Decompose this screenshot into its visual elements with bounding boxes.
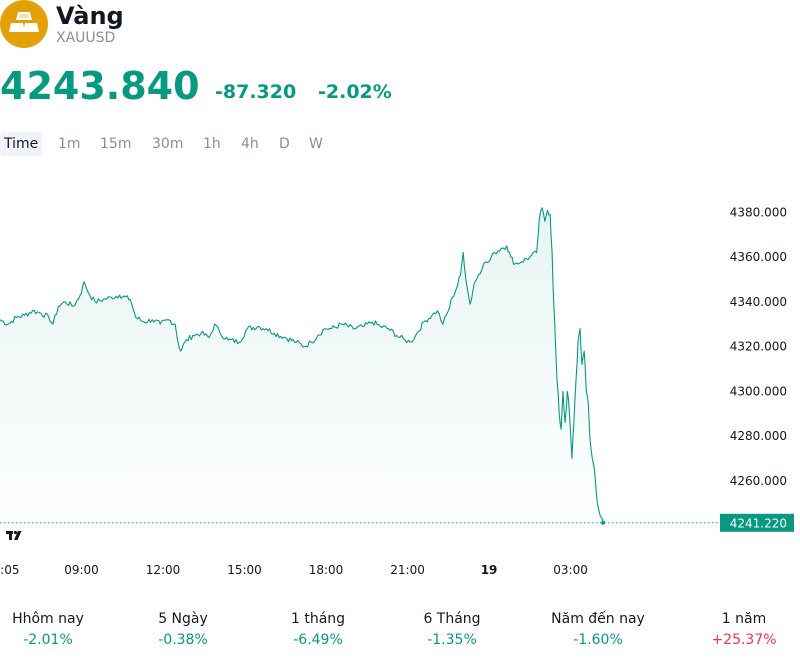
perf-label: 1 tháng — [290, 611, 346, 627]
x-tick-label: 21:00 — [390, 563, 425, 577]
symbol-header: Vàng XAUUSD — [0, 0, 800, 60]
perf-5-days[interactable]: 5 Ngày -0.38% — [118, 608, 248, 650]
interval-tab-15m[interactable]: 15m — [100, 136, 132, 152]
price-line — [0, 207, 604, 523]
y-tick-label: 4380.000 — [730, 205, 787, 219]
perf-value: -0.38% — [158, 632, 208, 648]
performance-bar: Hhôm nay -2.01% 5 Ngày -0.38% 1 tháng -6… — [0, 608, 800, 658]
instrument-title: Vàng — [56, 2, 124, 30]
perf-today[interactable]: Hhôm nay -2.01% — [0, 608, 113, 650]
perf-label: 1 năm — [721, 611, 767, 627]
x-tick-label: 06:05 — [0, 563, 19, 577]
x-tick-label: 12:00 — [146, 563, 181, 577]
perf-1-year[interactable]: 1 năm +25.37% — [679, 608, 800, 650]
x-tick-label: 09:00 — [64, 563, 99, 577]
interval-tab-1m[interactable]: 1m — [58, 136, 81, 152]
perf-label: 5 Ngày — [158, 611, 208, 627]
gold-bars-icon — [0, 0, 48, 48]
perf-label: Năm đến nay — [551, 611, 645, 627]
perf-value: -2.01% — [23, 632, 73, 648]
perf-value: +25.37% — [711, 632, 777, 648]
last-price-badge — [720, 513, 794, 532]
y-tick-label: 4320.000 — [730, 340, 787, 354]
perf-value: -1.35% — [427, 632, 477, 648]
last-price-dot — [601, 520, 606, 525]
instrument-symbol: XAUUSD — [56, 30, 116, 46]
perf-6-months[interactable]: 6 Tháng -1.35% — [387, 608, 517, 650]
last-price-label: 4241.220 — [730, 516, 787, 530]
perf-ytd[interactable]: Năm đến nay -1.60% — [533, 608, 663, 650]
y-tick-label: 4300.000 — [730, 384, 787, 398]
y-tick-label: 4360.000 — [730, 250, 787, 264]
perf-label: Hhôm nay — [12, 611, 84, 627]
interval-tab-4h[interactable]: 4h — [241, 136, 259, 152]
price-change: -87.320 — [215, 81, 297, 103]
price-area — [0, 207, 604, 523]
interval-tab-1h[interactable]: 1h — [203, 136, 221, 152]
y-tick-label: 4340.000 — [730, 295, 787, 309]
price-change-percent: -2.02% — [318, 81, 392, 103]
interval-tab-d[interactable]: D — [279, 136, 290, 152]
interval-tab-w[interactable]: W — [309, 136, 323, 152]
y-tick-label: 4280.000 — [730, 429, 787, 443]
perf-value: -6.49% — [293, 632, 343, 648]
x-tick-label: 19 — [481, 563, 498, 577]
interval-tab-30m[interactable]: 30m — [152, 136, 184, 152]
perf-1-month[interactable]: 1 tháng -6.49% — [253, 608, 383, 650]
interval-tab-time[interactable]: Time — [0, 132, 43, 156]
perf-value: -1.60% — [573, 632, 623, 648]
x-tick-label: 15:00 — [227, 563, 262, 577]
price-chart[interactable]: 4380.000 4360.000 4340.000 4320.000 4300.000… — [0, 190, 800, 590]
x-tick-label: 18:00 — [309, 563, 344, 577]
last-price: 4243.840 — [0, 64, 200, 108]
price-chart-svg[interactable]: 4380.000 4360.000 4340.000 4320.000 4300.000… — [0, 190, 800, 590]
perf-label: 6 Tháng — [423, 611, 481, 627]
y-tick-label: 4260.000 — [730, 474, 787, 488]
x-tick-label: 03:00 — [553, 563, 588, 577]
tradingview-logo-icon[interactable] — [2, 524, 26, 548]
